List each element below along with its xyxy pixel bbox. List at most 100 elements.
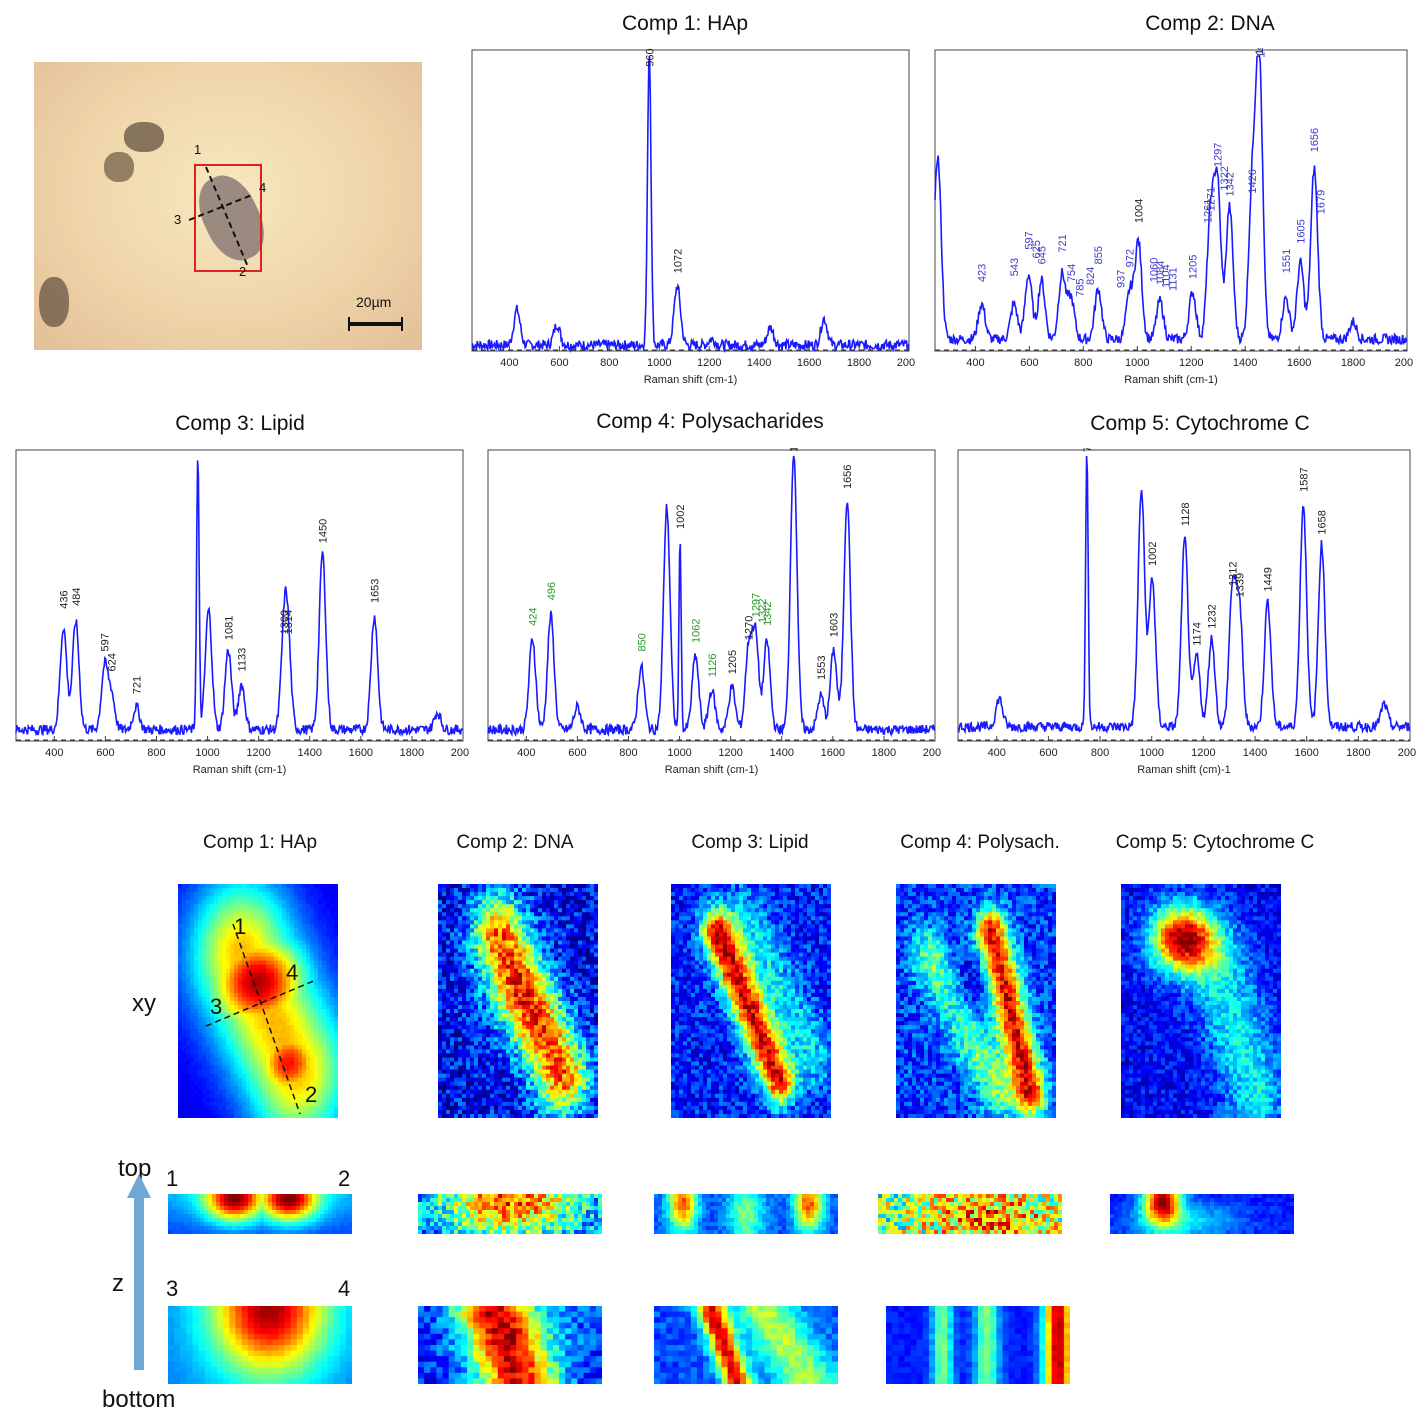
micro-line-label-2: 2 <box>239 264 247 279</box>
peak-label: 824 <box>1085 267 1097 285</box>
heatmap-svg <box>896 884 1056 1118</box>
x-tick-label: 1800 <box>1346 747 1370 759</box>
peak-label: 543 <box>1009 258 1021 276</box>
peak-label: 1605 <box>1295 219 1307 243</box>
z-slice-12-lipid <box>654 1194 838 1234</box>
heatmap-svg <box>168 1306 352 1384</box>
x-tick-label: 1200 <box>697 357 721 369</box>
peak-label: 1312 <box>1227 561 1239 585</box>
heatmap-svg <box>418 1306 602 1384</box>
heatmap-svg <box>654 1194 838 1234</box>
x-axis-label: Raman shift (cm-1) <box>1124 374 1218 386</box>
peak-label: 1081 <box>223 616 235 640</box>
x-tick-label: 1200 <box>1191 747 1215 759</box>
heatmap-svg <box>418 1194 602 1234</box>
x-tick-label: 1400 <box>1233 357 1257 369</box>
peak-label: 1342 <box>762 601 774 625</box>
peak-label: 1062 <box>690 618 702 642</box>
peak-label: 785 <box>1074 278 1086 296</box>
x-tick-label: 600 <box>1020 357 1038 369</box>
x-tick-label: 2000 <box>897 357 915 369</box>
micrograph-image: 1 2 3 4 20µm <box>34 62 422 350</box>
scale-bar-label: 20µm <box>356 294 392 310</box>
spectrum-title-3: Comp 3: Lipid <box>175 412 305 435</box>
heatmap-svg <box>178 884 338 1118</box>
spectrum-chart-polysaccharides: 400 600 800 1000 1200 1400 1600 1800 2000 Raman s… <box>487 448 941 776</box>
peak-label: 423 <box>977 264 989 282</box>
plot-frame <box>487 449 936 742</box>
x-tick-label: 800 <box>1074 357 1092 369</box>
x-tick-label: 1800 <box>847 357 871 369</box>
peak-label: 624 <box>107 653 119 671</box>
peak-label: 1658 <box>1317 510 1329 534</box>
peak-label: 645 <box>1037 246 1049 264</box>
spectrum-title-4: Comp 4: Polysacharides <box>596 410 824 433</box>
peak-label: 1261 <box>1203 199 1215 223</box>
peak-label: 484 <box>71 588 83 606</box>
peak-label: 1072 <box>672 249 684 273</box>
peak-label: 1679 <box>1315 190 1327 214</box>
peak-label: 1128 <box>1180 502 1192 526</box>
x-tick-label: 1000 <box>1139 747 1163 759</box>
peak-label: 1126 <box>707 653 719 677</box>
peak-label: 1002 <box>675 504 687 528</box>
spectrum-title-1: Comp 1: HAp <box>621 12 749 35</box>
xy-line-label-2: 2 <box>305 1082 318 1107</box>
heatmap-svg <box>886 1306 1070 1384</box>
xy-map-lipid <box>671 884 831 1118</box>
x-tick-label: 1600 <box>349 747 373 759</box>
z-slice-12-polysach <box>878 1194 1062 1234</box>
plot-frame <box>957 449 1411 742</box>
xy-map-cytochrome <box>1121 884 1281 1118</box>
peak-label: 1426 <box>1247 169 1259 193</box>
spectrum-chart-cytochrome: 400 600 800 1000 1200 1400 1600 1800 2000 Raman s… <box>957 448 1416 776</box>
peak-label: 1205 <box>1188 255 1200 279</box>
x-tick-label: 800 <box>619 747 637 759</box>
x-tick-label: 1800 <box>400 747 424 759</box>
heatmap-svg <box>654 1306 838 1384</box>
xy-map-hap <box>178 884 338 1118</box>
peak-label: 721 <box>131 676 143 694</box>
x-axis-label: Raman shift (cm)-1 <box>1137 764 1231 776</box>
scan-lines <box>188 166 403 331</box>
z-arrow <box>127 1174 151 1370</box>
spectrum-line <box>934 55 1408 346</box>
peak-label: 597 <box>1024 231 1036 249</box>
x-tick-label: 1000 <box>1125 357 1149 369</box>
peak-label: 1603 <box>829 613 841 637</box>
spectrum-line <box>471 55 910 354</box>
peak-label: 1653 <box>369 579 381 603</box>
peak-label: 1205 <box>727 650 739 674</box>
map-title-1: Comp 1: HAp <box>202 832 318 853</box>
peak-label: 1656 <box>842 465 854 489</box>
x-tick-label: 400 <box>500 357 518 369</box>
x-axis-label: Raman shift (cm-1) <box>665 764 759 776</box>
x-axis-label: Raman shift (cm-1) <box>193 764 287 776</box>
map-title-3: Comp 3: Lipid <box>691 832 809 853</box>
z-slice-34-lipid <box>654 1306 838 1384</box>
peak-label: 1553 <box>816 656 828 680</box>
x-tick-label: 800 <box>600 357 618 369</box>
z-line-label-3: 3 <box>166 1276 179 1301</box>
peak-label: 960 <box>644 48 656 66</box>
peak-label: 749 <box>1082 448 1094 452</box>
micro-line-label-3: 3 <box>174 212 182 227</box>
z-slice-34-hap <box>168 1306 352 1384</box>
x-tick-label: 1600 <box>821 747 845 759</box>
x-tick-label: 800 <box>1091 747 1109 759</box>
peak-label: 1084 <box>1155 261 1167 285</box>
micro-line-label-4: 4 <box>259 180 267 195</box>
row-label-xy: xy <box>132 990 156 1017</box>
peak-label: 1297 <box>1212 143 1224 167</box>
peak-label: 972 <box>1125 249 1137 267</box>
z-axis-label: z <box>112 1270 124 1297</box>
x-tick-label: 1000 <box>647 357 671 369</box>
plot-frame <box>471 49 910 352</box>
x-tick-label: 400 <box>988 747 1006 759</box>
x-tick-label: 2000 <box>1395 357 1413 369</box>
plot-frame <box>15 449 464 742</box>
xy-map-dna <box>438 884 598 1118</box>
peak-label: 424 <box>527 607 539 625</box>
z-line-label-4: 4 <box>338 1276 351 1301</box>
x-tick-label: 1000 <box>195 747 219 759</box>
